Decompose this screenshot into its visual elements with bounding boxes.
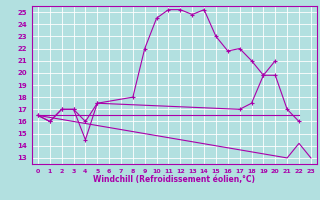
X-axis label: Windchill (Refroidissement éolien,°C): Windchill (Refroidissement éolien,°C) bbox=[93, 175, 255, 184]
